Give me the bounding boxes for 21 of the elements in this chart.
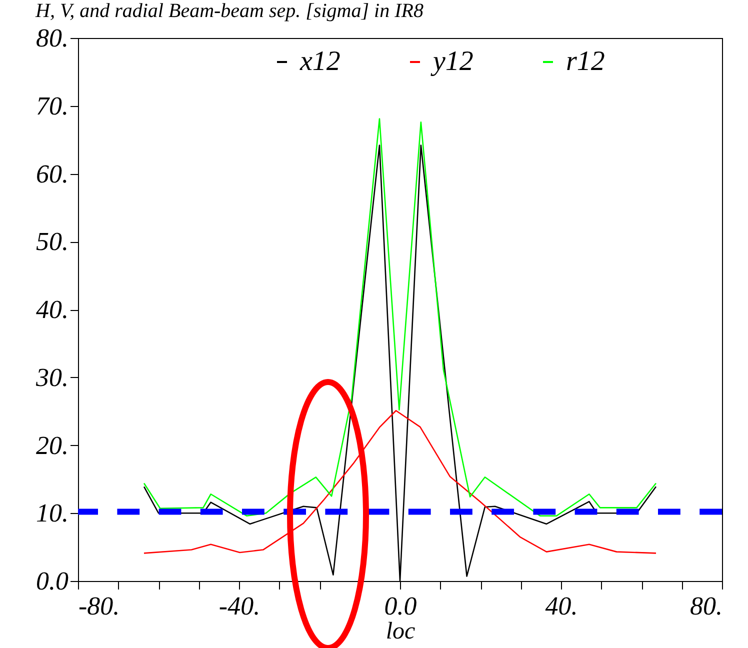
- y-tick-label: 80.: [36, 24, 68, 52]
- y-tick-label: 0.0: [36, 566, 68, 596]
- x-tick-label: -40.: [218, 592, 260, 620]
- chart-title: H, V, and radial Beam-beam sep. [sigma] in IR8: [34, 0, 424, 22]
- y-tick-label: 30.: [35, 362, 68, 392]
- legend-label: r12: [566, 46, 605, 77]
- x-tick-label: -80.: [78, 592, 120, 620]
- legend-label: x12: [299, 46, 340, 77]
- x-tick-label: 0.0: [384, 592, 417, 620]
- y-tick-label: 20.: [36, 430, 68, 460]
- y-tick-label: 10.: [36, 498, 68, 528]
- line-series: [143, 118, 657, 516]
- y-tick-label: 60.: [36, 159, 68, 188]
- x-axis-title: loc: [386, 618, 416, 644]
- x-tick-label: 40.: [545, 592, 578, 620]
- y-tick-label: 50.: [36, 227, 68, 256]
- line-series: [143, 410, 657, 554]
- y-tick-label: 40.: [36, 295, 68, 324]
- y-tick-label: 70.: [36, 91, 68, 120]
- x-tick-label: 80.: [690, 592, 722, 620]
- legend-label: y12: [430, 46, 474, 77]
